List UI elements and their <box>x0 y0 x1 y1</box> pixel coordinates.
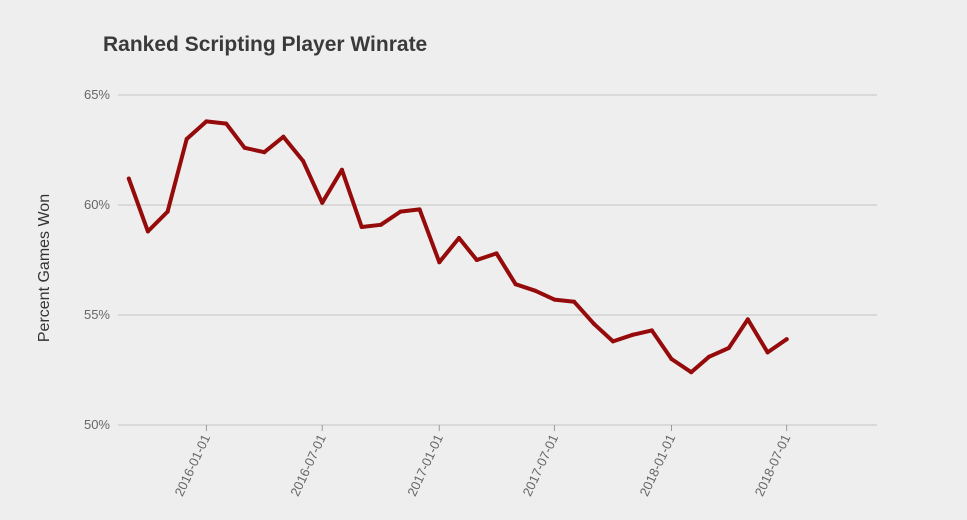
x-tick-label: 2016-01-01 <box>171 432 213 499</box>
x-tick-label: 2016-07-01 <box>287 432 329 499</box>
data-point <box>474 258 479 262</box>
data-point <box>610 339 615 344</box>
y-axis-title: Percent Games Won <box>36 194 53 342</box>
data-point <box>359 225 364 229</box>
x-tick-label: 2017-01-01 <box>404 432 446 499</box>
data-point <box>242 145 247 150</box>
data-point <box>398 209 403 214</box>
data-point <box>726 346 731 350</box>
data-point <box>301 159 306 163</box>
data-point <box>339 167 344 172</box>
y-tick-label: 65% <box>84 87 110 102</box>
x-tick-label: 2018-07-01 <box>752 432 794 499</box>
data-point <box>281 134 286 139</box>
series-line <box>126 119 789 375</box>
data-point <box>745 317 750 322</box>
data-point <box>572 299 577 304</box>
data-point <box>320 200 325 205</box>
x-tick-label: 2017-07-01 <box>519 432 561 499</box>
data-point <box>262 150 267 155</box>
data-point <box>165 209 170 214</box>
x-axis-ticks: 2016-01-01 2016-07-01 2017-01-01 2017-07-01… <box>171 425 793 499</box>
data-point <box>145 229 150 234</box>
x-tick-label: 2018-01-01 <box>637 432 679 499</box>
data-point <box>630 332 635 337</box>
data-point <box>417 207 422 212</box>
data-point <box>591 321 596 326</box>
data-point <box>689 370 694 375</box>
data-point <box>378 222 383 227</box>
y-tick-label: 50% <box>84 417 110 432</box>
y-axis-ticks: 50% 55% 60% 65% <box>84 87 110 432</box>
data-point <box>707 354 712 359</box>
data-point <box>669 357 674 361</box>
data-point <box>649 328 654 333</box>
series-layer <box>126 119 789 375</box>
data-point <box>204 119 209 124</box>
data-point <box>533 288 538 293</box>
data-point <box>437 260 442 265</box>
data-point <box>494 251 499 256</box>
data-point <box>457 236 462 240</box>
chart-title: Ranked Scripting Player Winrate <box>103 33 428 56</box>
data-point <box>513 282 518 287</box>
data-point <box>765 350 770 355</box>
gridlines <box>118 94 877 426</box>
data-point <box>784 337 789 342</box>
y-tick-label: 60% <box>84 197 110 212</box>
data-point <box>552 297 557 302</box>
y-tick-label: 55% <box>84 307 110 322</box>
data-point <box>224 121 229 126</box>
data-point <box>126 176 131 181</box>
data-point <box>184 137 189 141</box>
